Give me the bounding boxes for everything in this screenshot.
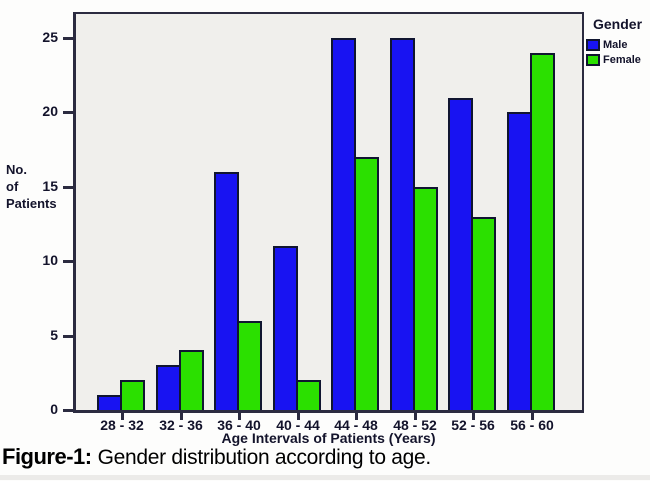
x-tick-52-56: [472, 413, 475, 420]
x-tick-label-28-32: 28 - 32: [100, 417, 144, 433]
bar-female-32-36: [179, 350, 204, 410]
bar-female-40-44: [296, 380, 321, 410]
caption-text: Gender distribution according to age.: [97, 446, 432, 469]
bar-male-48-52: [390, 38, 415, 410]
y-tick-0: [63, 409, 73, 412]
bar-male-52-56: [448, 98, 473, 410]
bar-male-36-40: [214, 172, 239, 410]
legend-label-female: Female: [603, 54, 641, 66]
bar-male-56-60: [507, 112, 532, 410]
x-tick-28-32: [121, 413, 124, 420]
bar-female-56-60: [530, 53, 555, 410]
bar-male-44-48: [331, 38, 356, 410]
x-tick-48-52: [414, 413, 417, 420]
plot-area: [73, 12, 584, 413]
x-tick-label-32-36: 32 - 36: [159, 417, 203, 433]
x-axis-title: Age Intervals of Patients (Years): [221, 430, 436, 446]
legend-items: Male Female: [586, 39, 650, 66]
y-tick-label-10: 10: [42, 252, 58, 268]
legend-swatch-male: [586, 39, 600, 51]
bar-female-48-52: [413, 187, 438, 410]
x-tick-56-60: [531, 413, 534, 420]
bar-female-52-56: [471, 217, 496, 410]
x-tick-44-48: [355, 413, 358, 420]
x-tick-32-36: [180, 413, 183, 420]
y-tick-15: [63, 186, 73, 189]
y-tick-10: [63, 260, 73, 263]
x-tick-label-36-40: 36 - 40: [217, 417, 261, 433]
bar-male-28-32: [97, 395, 122, 410]
y-axis-title-line: of: [6, 179, 19, 194]
y-axis-title: No. of Patients: [6, 161, 57, 212]
x-tick-label-40-44: 40 - 44: [276, 417, 320, 433]
y-tick-label-25: 25: [42, 29, 58, 45]
bar-female-28-32: [120, 380, 145, 410]
y-tick-label-0: 0: [50, 401, 58, 417]
legend-item-female: Female: [586, 54, 650, 66]
y-tick-20: [63, 111, 73, 114]
x-tick-label-56-60: 56 - 60: [510, 417, 554, 433]
y-axis-title-line: No.: [6, 162, 27, 177]
scan-artifact: [0, 475, 650, 480]
x-tick-label-52-56: 52 - 56: [451, 417, 495, 433]
legend-title: Gender: [593, 16, 643, 32]
legend-label-male: Male: [603, 39, 628, 51]
bar-male-32-36: [156, 365, 181, 410]
y-tick-5: [63, 335, 73, 338]
y-tick-label-20: 20: [42, 103, 58, 119]
caption-label: Figure-1:: [2, 444, 92, 469]
bar-female-36-40: [237, 321, 262, 410]
y-axis-title-line: Patients: [6, 196, 57, 211]
x-tick-label-44-48: 44 - 48: [334, 417, 378, 433]
legend: Gender Male Female: [586, 16, 650, 66]
legend-item-male: Male: [586, 39, 650, 51]
x-tick-40-44: [297, 413, 300, 420]
y-tick-label-5: 5: [50, 327, 58, 343]
y-tick-label-15: 15: [42, 178, 58, 194]
x-tick-label-48-52: 48 - 52: [393, 417, 437, 433]
bar-female-44-48: [354, 157, 379, 410]
legend-swatch-female: [586, 54, 600, 66]
bar-male-40-44: [273, 246, 298, 410]
figure-caption: Figure-1: Gender distribution according t…: [2, 444, 431, 470]
y-tick-25: [63, 37, 73, 40]
x-tick-36-40: [238, 413, 241, 420]
